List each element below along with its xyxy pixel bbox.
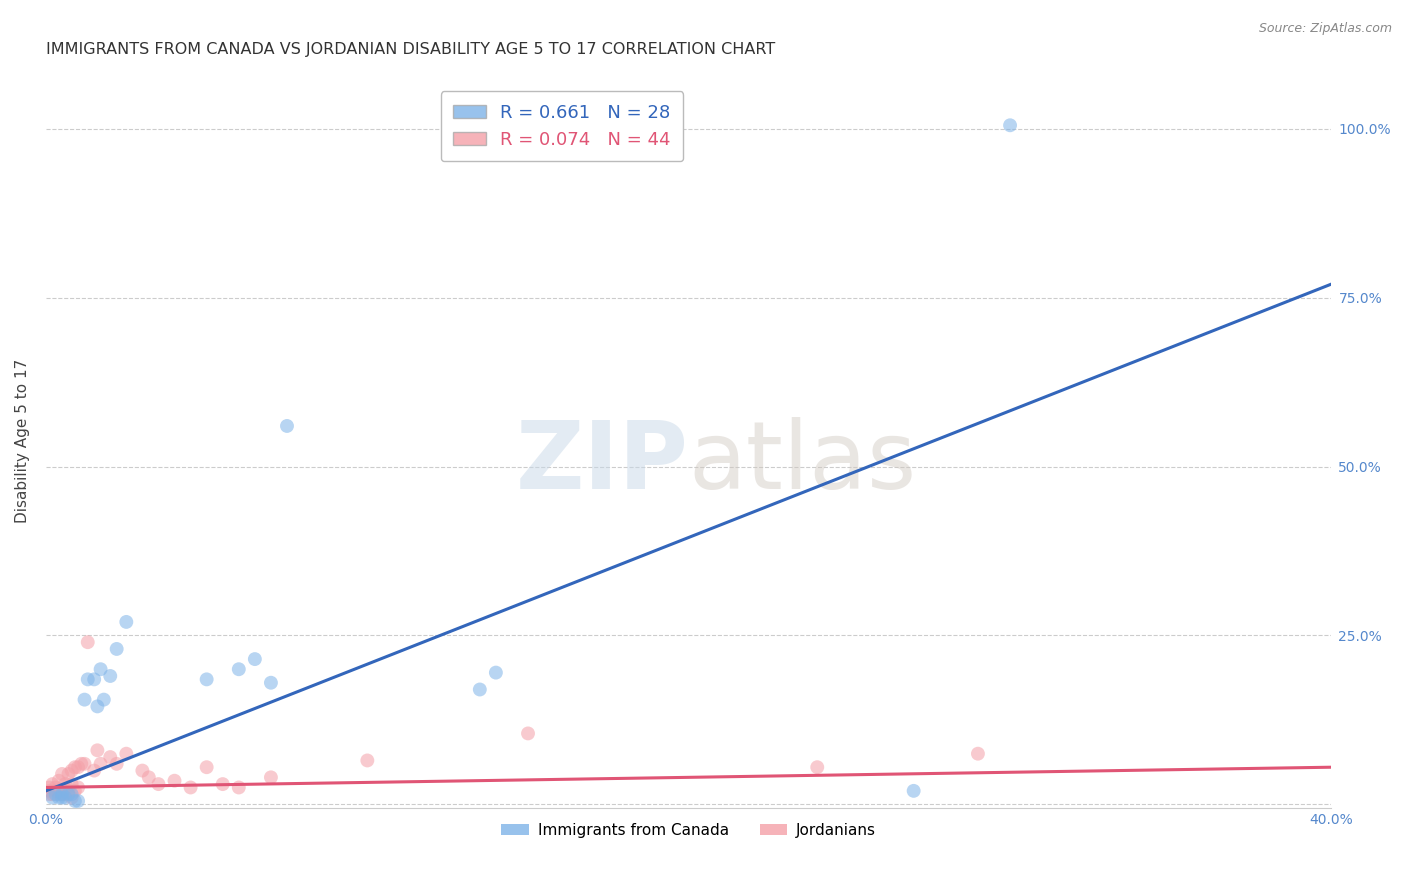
Point [73,756,96,771]
Point [51,787,73,801]
Point [63,784,86,798]
Point [90,662,112,676]
Point [60,764,83,778]
Point [76,673,98,687]
Point [98,669,121,683]
Point [41,790,63,805]
Point [60,787,83,801]
Point [48,773,70,788]
Point [115,615,138,629]
Point [45,787,67,801]
Point [73,692,96,706]
Point [468,682,491,697]
Point [90,756,112,771]
Point [38,787,60,801]
Point [41,787,63,801]
Point [356,754,378,768]
Point [517,726,540,740]
Point [83,673,105,687]
Point [195,673,218,687]
Point [228,780,250,795]
Point [63,760,86,774]
Point [51,790,73,805]
Point [67,760,90,774]
Point [83,764,105,778]
Point [105,642,128,657]
Point [38,780,60,795]
Point [60,777,83,791]
Point [276,419,298,434]
Legend: Immigrants from Canada, Jordanians: Immigrants from Canada, Jordanians [495,817,883,844]
Point [806,760,828,774]
Point [148,777,170,791]
Point [67,794,90,808]
Point [53,777,76,791]
Text: atlas: atlas [689,417,917,509]
Point [195,760,218,774]
Point [260,675,283,690]
Point [51,767,73,781]
Point [48,787,70,801]
Point [38,784,60,798]
Point [163,773,186,788]
Point [998,118,1021,132]
Point [228,662,250,676]
Point [63,794,86,808]
Point [58,787,80,801]
Point [58,767,80,781]
Point [86,743,108,757]
Point [115,747,138,761]
Point [41,777,63,791]
Point [60,790,83,805]
Point [93,692,115,706]
Point [45,780,67,795]
Text: Source: ZipAtlas.com: Source: ZipAtlas.com [1258,22,1392,36]
Point [98,750,121,764]
Point [131,764,153,778]
Point [53,790,76,805]
Point [76,635,98,649]
Point [48,790,70,805]
Point [58,784,80,798]
Point [53,787,76,801]
Point [180,780,202,795]
Text: IMMIGRANTS FROM CANADA VS JORDANIAN DISABILITY AGE 5 TO 17 CORRELATION CHART: IMMIGRANTS FROM CANADA VS JORDANIAN DISA… [46,42,775,57]
Point [260,770,283,784]
Point [67,780,90,795]
Point [86,699,108,714]
Point [138,770,160,784]
Text: ZIP: ZIP [516,417,689,509]
Y-axis label: Disability Age 5 to 17: Disability Age 5 to 17 [15,359,30,524]
Point [45,784,67,798]
Point [485,665,508,680]
Point [105,756,128,771]
Point [967,747,990,761]
Point [243,652,266,666]
Point [211,777,233,791]
Point [903,784,925,798]
Point [70,756,93,771]
Point [51,787,73,801]
